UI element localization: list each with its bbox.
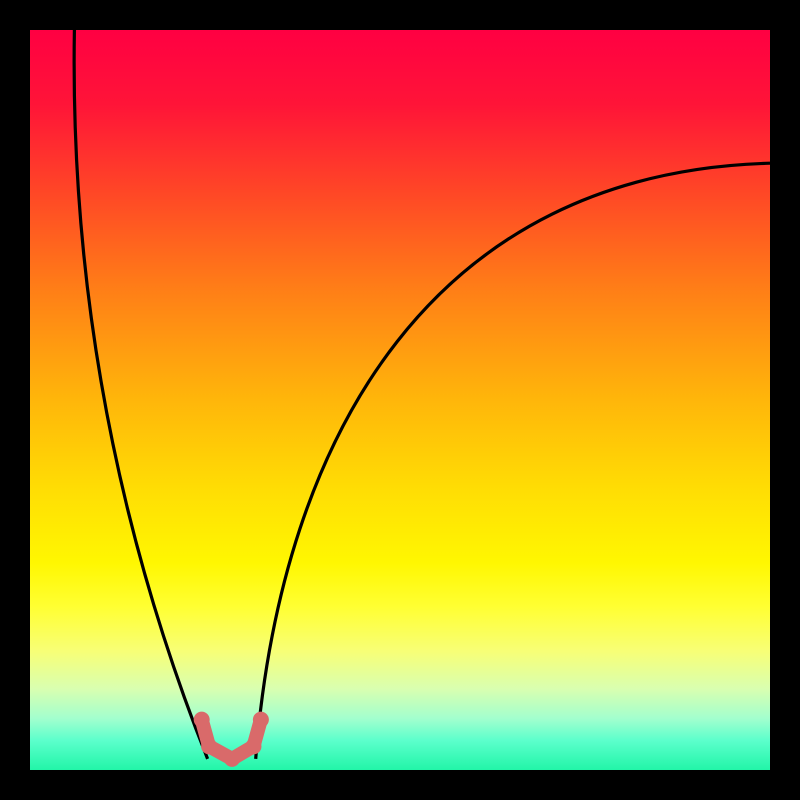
bottleneck-chart bbox=[0, 0, 800, 800]
chart-background bbox=[30, 30, 770, 770]
frame-right bbox=[770, 0, 800, 800]
frame-bottom bbox=[0, 770, 800, 800]
frame-left bbox=[0, 0, 30, 800]
frame-top bbox=[0, 0, 800, 30]
